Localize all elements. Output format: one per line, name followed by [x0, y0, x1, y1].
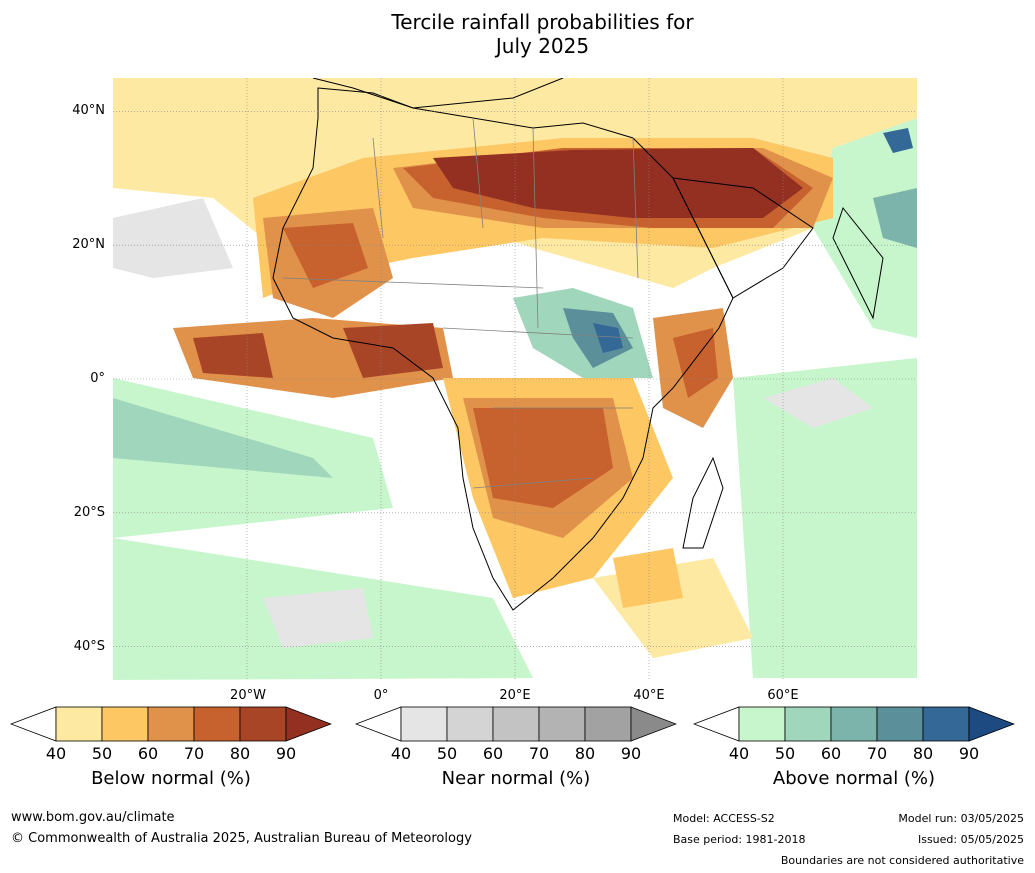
colorbar-segment	[55, 706, 103, 742]
chart-title: Tercile rainfall probabilities for July …	[0, 10, 1035, 58]
above-east-indian-ocean	[813, 118, 917, 338]
lat-label-20s: 20°S	[73, 505, 105, 520]
madagascar-coastline	[682, 456, 724, 549]
near-normal-colorbar	[355, 706, 677, 742]
model-text: Model: ACCESS-S2	[673, 812, 775, 825]
tick: 60	[482, 744, 504, 763]
colorbar-extend-high	[285, 706, 332, 742]
tick: 80	[229, 744, 251, 763]
title-line1: Tercile rainfall probabilities for	[391, 10, 694, 34]
india-coastline	[832, 206, 884, 320]
colorbar-segment	[239, 706, 287, 742]
tick: 50	[774, 744, 796, 763]
colorbar-segment	[538, 706, 586, 742]
colorbar-segment	[492, 706, 540, 742]
colorbar-segment	[584, 706, 632, 742]
lon-label-20w: 20°W	[230, 688, 266, 703]
colorbar-segment	[922, 706, 970, 742]
lat-label-40s: 40°S	[73, 639, 105, 654]
tick: 50	[91, 744, 113, 763]
colorbar-segment	[876, 706, 924, 742]
above-normal-areas	[113, 118, 917, 680]
above-atlantic-strip	[113, 398, 333, 478]
colorbar-segment	[738, 706, 786, 742]
tick: 40	[728, 744, 750, 763]
colorbar-segment	[101, 706, 149, 742]
lon-label-40e: 40°E	[633, 688, 665, 703]
below-south-africa-core	[473, 408, 613, 508]
near-normal-areas	[113, 198, 873, 648]
disclaimer-text: Boundaries are not considered authoritat…	[780, 854, 1024, 867]
lon-label-20e: 20°E	[499, 688, 531, 703]
tick: 70	[183, 744, 205, 763]
lon-label-60e: 60°E	[767, 688, 799, 703]
colorbar-segment	[784, 706, 832, 742]
above-arabian-sea	[873, 188, 917, 248]
near-central-ocean	[763, 378, 873, 428]
website-link[interactable]: www.bom.gov.au/climate	[11, 810, 175, 825]
tick: 80	[912, 744, 934, 763]
below-normal-label: Below normal (%)	[91, 768, 251, 789]
tick: 40	[45, 744, 67, 763]
tick: 60	[820, 744, 842, 763]
above-indian-ocean	[733, 358, 917, 678]
colorbar-extend-high	[630, 706, 677, 742]
colorbar-segment	[400, 706, 448, 742]
below-mozambique	[613, 548, 683, 608]
below-horn-core	[673, 328, 718, 398]
lat-label-40n: 40°N	[72, 103, 105, 118]
colorbar-extend-low	[10, 706, 57, 742]
title-line2: July 2025	[495, 34, 590, 58]
lat-label-0: 0°	[90, 371, 105, 386]
lat-label-20n: 20°N	[72, 237, 105, 252]
near-normal-label: Near normal (%)	[441, 768, 591, 789]
tick: 60	[137, 744, 159, 763]
colorbar-segment	[147, 706, 195, 742]
tick: 40	[390, 744, 412, 763]
above-himalaya	[883, 128, 913, 153]
near-south-atlantic	[263, 588, 373, 648]
tick: 90	[275, 744, 297, 763]
tick: 50	[436, 744, 458, 763]
africa-coastline	[272, 87, 734, 611]
issued-text: Issued: 05/05/2025	[917, 833, 1024, 846]
below-gulf-core	[193, 333, 273, 378]
below-west-africa-core	[283, 223, 368, 288]
tick: 70	[528, 744, 550, 763]
below-guinea-coast	[343, 323, 443, 378]
near-atlantic-north	[113, 198, 233, 278]
base-period-text: Base period: 1981-2018	[673, 833, 806, 846]
colorbar-extend-low	[355, 706, 402, 742]
above-normal-colorbar	[693, 706, 1015, 742]
model-run-text: Model run: 03/05/2025	[898, 812, 1024, 825]
tick: 70	[866, 744, 888, 763]
rainfall-map	[113, 78, 917, 680]
lon-label-0: 0°	[373, 688, 389, 703]
below-sahara-peak	[433, 148, 803, 218]
country-borders	[282, 117, 639, 489]
tick: 90	[620, 744, 642, 763]
colorbar-segment	[193, 706, 241, 742]
colorbar-extend-low	[693, 706, 740, 742]
tick: 80	[574, 744, 596, 763]
europe-coastline	[312, 78, 564, 109]
tick: 90	[958, 744, 980, 763]
colorbar-extend-high	[968, 706, 1015, 742]
graticule	[113, 78, 917, 680]
colorbar-segment	[830, 706, 878, 742]
colorbar-segment	[446, 706, 494, 742]
above-normal-label: Above normal (%)	[772, 768, 936, 789]
above-east-africa-peak	[593, 323, 623, 353]
below-normal-colorbar	[10, 706, 332, 742]
copyright-text: © Commonwealth of Australia 2025, Austra…	[11, 831, 472, 846]
